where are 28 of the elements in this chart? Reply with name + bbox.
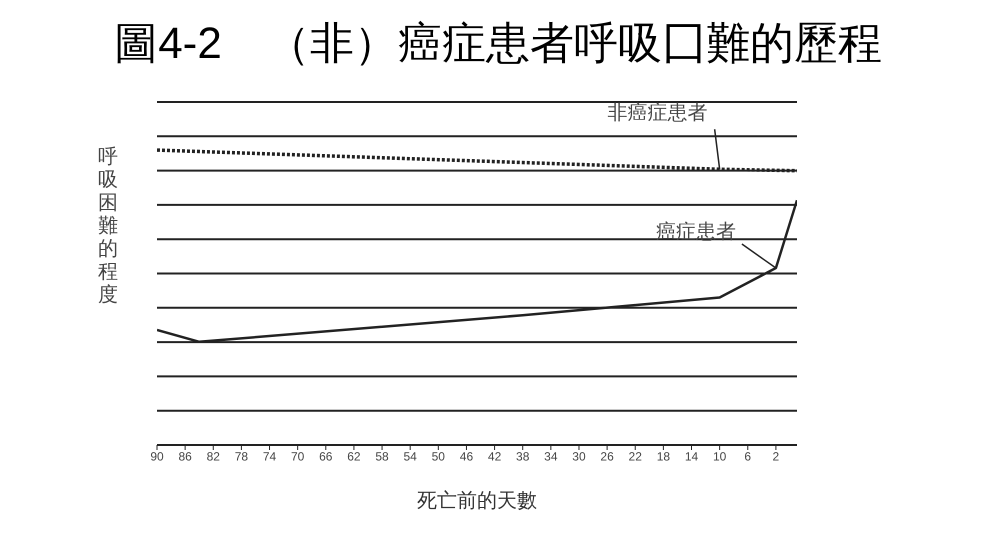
- x-tick-label: 2: [772, 450, 780, 464]
- x-tick-label: 38: [516, 450, 530, 464]
- y-axis-title: 呼吸困難的程度: [97, 146, 119, 307]
- x-tick-label: 22: [628, 450, 642, 464]
- x-tick-label: 82: [206, 450, 220, 464]
- x-tick-label: 70: [290, 450, 305, 464]
- x-tick-label: 42: [488, 450, 502, 464]
- x-tick-label: 54: [404, 450, 418, 464]
- x-tick-label: 50: [432, 450, 446, 464]
- x-tick-label: 30: [572, 450, 586, 464]
- x-tick-label: 10: [712, 450, 727, 464]
- x-tick-label: 18: [656, 450, 670, 464]
- x-tick-label: 62: [347, 450, 361, 464]
- x-axis-title: 死亡前的天數: [417, 490, 537, 512]
- chart-title: 圖4-2 （非）癌症患者呼吸囗難的歷程: [113, 18, 883, 70]
- x-tick-label: 74: [262, 450, 277, 464]
- text: 癌症患者: [656, 221, 736, 244]
- x-tick-label: 34: [544, 450, 558, 464]
- x-tick-label: 66: [319, 450, 333, 464]
- x-tick-label: 58: [375, 450, 390, 464]
- x-tick-label: 6: [744, 450, 752, 464]
- x-tick-label: 78: [234, 450, 248, 464]
- text: 非癌症患者: [608, 102, 708, 124]
- x-tick-label: 86: [178, 450, 192, 464]
- x-tick-label: 90: [150, 450, 164, 464]
- x-tick-label: 46: [460, 450, 474, 464]
- x-tick-label: 14: [684, 450, 698, 464]
- x-tick-label: 26: [600, 450, 614, 464]
